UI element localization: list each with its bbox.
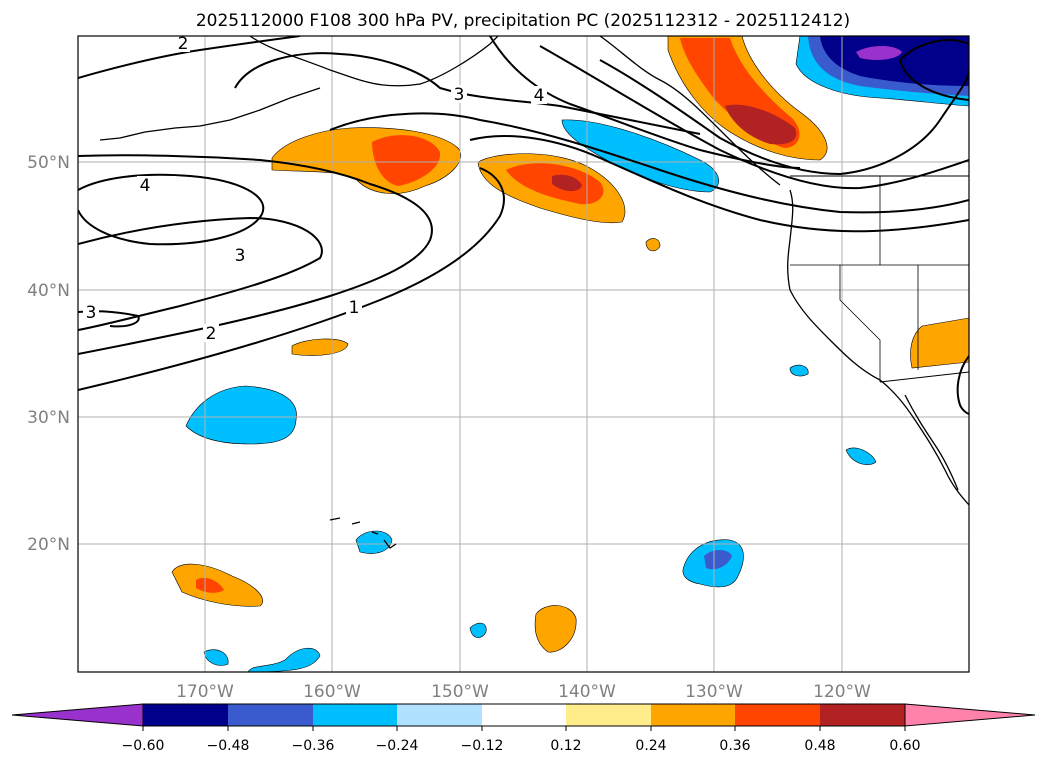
alaska-coast (249, 36, 499, 87)
pv-contour-socal (956, 355, 969, 415)
lon-label: 130°W (685, 682, 743, 702)
pv-contour-jet-b (329, 112, 969, 214)
pv-contour-jet-c (469, 135, 969, 233)
colorbar-tick-label: −0.36 (292, 738, 335, 754)
pc-positive-small-b (645, 238, 661, 252)
pc-negative-hawaii (355, 530, 393, 554)
pc-negative-small-f (203, 649, 229, 666)
pc-positive-gulf-max (552, 174, 582, 192)
lat-label: 40°N (27, 281, 70, 301)
contour-label: 3 (454, 85, 465, 105)
colorbar-tick-label: 0.12 (550, 738, 581, 754)
colorbar-swatch (735, 704, 820, 726)
colorbar-tick-label: 0.60 (889, 738, 920, 754)
map-area: 2 3 4 4 3 1 2 3 (78, 34, 969, 672)
colorbar: −0.60 −0.48 −0.36 −0.24 −0.12 0.12 0.24 … (11, 703, 1036, 754)
colorbar-tick-label: −0.48 (207, 738, 250, 754)
contour-label: 2 (206, 324, 217, 344)
colorbar-swatch (313, 704, 397, 726)
colorbar-tick-label: −0.24 (376, 738, 419, 754)
colorbar-extend-right (904, 703, 1036, 727)
colorbar-swatch (566, 704, 651, 726)
pv-contour-pacific-b (78, 216, 323, 331)
pv-contours (78, 36, 969, 415)
state-borders (790, 176, 969, 382)
lon-label: 160°W (303, 682, 361, 702)
pc-negative-canada-max (856, 46, 902, 60)
pc-positive-bc-max (725, 104, 797, 145)
pc-negative-small-g (247, 647, 321, 672)
aleutian-chain (99, 87, 321, 141)
contour-labels: 2 3 4 4 3 1 2 3 (83, 34, 547, 344)
contour-label: 2 (178, 34, 189, 54)
pv-contour-pacific-a (78, 154, 433, 355)
pc-positive-south (534, 605, 577, 653)
colorbar-tick-label: −0.12 (461, 738, 504, 754)
colorbar-swatch (143, 704, 228, 726)
contour-label: 3 (86, 303, 97, 323)
colorbar-swatch (651, 704, 735, 726)
lat-label: 20°N (27, 535, 70, 555)
lat-lon-grid (78, 36, 969, 672)
colorbar-outline (142, 703, 906, 727)
pc-positive-southwest-core (196, 577, 224, 593)
colorbar-tick-label: −0.60 (122, 738, 165, 754)
pc-negative-small-e (845, 447, 877, 465)
lon-label: 140°W (558, 682, 616, 702)
us-mexico-border (879, 371, 969, 383)
colorbar-tick-label: 0.48 (804, 738, 835, 754)
colorbar-swatch (482, 704, 566, 726)
lon-label: 120°W (813, 682, 871, 702)
north-america-west-coast (787, 189, 969, 506)
colorbar-swatch (820, 704, 905, 726)
pv-contour-1 (78, 167, 505, 391)
contour-label: 1 (349, 298, 360, 318)
lat-label: 30°N (27, 408, 70, 428)
contour-label: 4 (534, 86, 545, 106)
map-frame (77, 35, 970, 673)
pv-contour-4-closed (78, 173, 265, 246)
pc-negative-canada-c (820, 36, 969, 86)
pv-contour-high-lat (599, 59, 969, 176)
hawaii-islands (329, 517, 397, 549)
pv-contour-jet-a (539, 45, 969, 190)
colorbar-swatch (228, 704, 313, 726)
baja-california (904, 394, 959, 491)
pc-negative-hawaii-ne (185, 385, 297, 445)
pc-negative-small-c (469, 622, 487, 638)
map-title: 2025112000 F108 300 hPa PV, precipitatio… (196, 11, 850, 31)
precip-shading (171, 36, 969, 672)
lon-label: 170°W (176, 682, 234, 702)
colorbar-tick-label: 0.36 (719, 738, 750, 754)
pv-contour-outer-north (78, 36, 301, 79)
colorbar-extend-left (11, 703, 144, 727)
pv-contour-cut-low (899, 39, 969, 101)
contour-label: 4 (140, 176, 151, 196)
latitude-labels: 50°N 40°N 30°N 20°N (27, 153, 70, 555)
coastlines (99, 36, 969, 549)
pc-negative-small-d (789, 364, 809, 377)
colorbar-ticks (142, 726, 906, 731)
pv-contour-4-north (489, 36, 801, 169)
pc-negative-coast (561, 119, 719, 193)
longitude-labels: 170°W 160°W 150°W 140°W 130°W 120°W (176, 682, 871, 702)
lat-label: 50°N (27, 153, 70, 173)
colorbar-tick-label: 0.24 (635, 738, 666, 754)
pc-positive-aleutian-core (372, 135, 441, 186)
lon-label: 150°W (431, 682, 489, 702)
pc-negative-south-core (704, 550, 732, 570)
pc-positive-small-a (291, 338, 349, 356)
colorbar-swatch (397, 704, 482, 726)
contour-label: 3 (235, 246, 246, 266)
